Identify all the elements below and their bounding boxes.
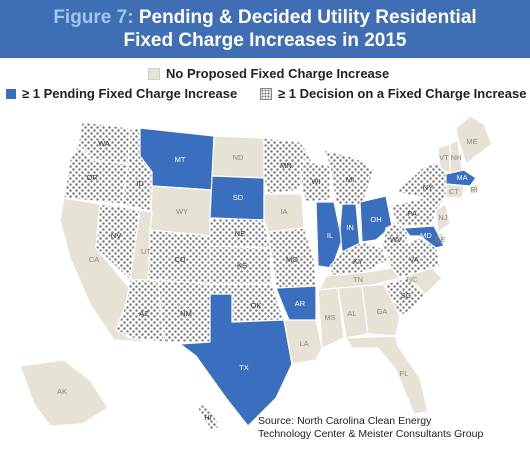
state-label-ny: NY <box>423 183 433 192</box>
state-label-mo: MO <box>286 255 298 264</box>
state-pa <box>389 197 437 227</box>
state-label-ma: MA <box>456 173 467 182</box>
figure-label: Figure 7: <box>53 7 134 28</box>
state-label-ut: UT <box>141 247 151 256</box>
legend-swatch-decision <box>260 87 272 100</box>
source-note: Source: North Carolina Clean Energy Tech… <box>258 415 483 441</box>
state-label-wa: WA <box>98 139 110 148</box>
state-label-id: ID <box>136 179 144 188</box>
state-label-ok: OK <box>251 301 262 310</box>
state-label-il: IL <box>327 231 333 240</box>
state-label-wi: WI <box>311 177 320 186</box>
state-ma <box>445 169 477 187</box>
state-label-pa: PA <box>407 209 416 218</box>
state-la <box>283 319 323 365</box>
state-fl <box>345 335 429 415</box>
state-label-in: IN <box>346 223 354 232</box>
source-line-1: Source: North Carolina Clean Energy <box>258 415 432 427</box>
state-label-me: ME <box>466 137 477 146</box>
state-label-tn: TN <box>353 275 363 284</box>
state-label-ia: IA <box>280 207 287 216</box>
state-label-va: VA <box>409 255 418 264</box>
figure-title-text: Pending & Decided Utility Residential <box>138 7 477 28</box>
state-label-wv: WV <box>390 235 402 244</box>
state-label-la: LA <box>299 339 308 348</box>
legend-label-none: No Proposed Fixed Charge Increase <box>166 66 390 81</box>
state-label-ct: CT <box>449 187 459 196</box>
figure-title-banner: Figure 7: Pending & Decided Utility Resi… <box>0 0 530 58</box>
state-label-ri: RI <box>470 185 478 194</box>
state-label-nh: NH <box>451 153 462 162</box>
legend-item-decision: ≥ 1 Decision on a Fixed Charge Increase <box>260 86 526 101</box>
state-label-nd: ND <box>233 153 244 162</box>
state-label-wy: WY <box>176 207 188 216</box>
legend-item-none: No Proposed Fixed Charge Increase <box>148 66 389 81</box>
state-il <box>315 201 343 269</box>
state-me <box>455 115 493 165</box>
state-label-oh: OH <box>370 215 381 224</box>
state-label-md: MD <box>420 231 432 240</box>
figure-title-line1: Figure 7: Pending & Decided Utility Resi… <box>0 6 530 29</box>
state-label-nc: NC <box>407 275 418 284</box>
state-label-az: AZ <box>139 309 149 318</box>
state-label-de: DE <box>435 235 445 244</box>
state-label-ak: AK <box>57 387 67 396</box>
legend-label-decision: ≥ 1 Decision on a Fixed Charge Increase <box>278 86 527 101</box>
state-hi <box>197 403 221 433</box>
state-oh <box>359 195 393 243</box>
state-label-nv: NV <box>111 231 121 240</box>
state-ms <box>317 287 345 349</box>
state-label-mi: MI <box>346 175 354 184</box>
state-nj <box>435 203 451 233</box>
state-label-ks: KS <box>237 261 247 270</box>
state-label-co: CO <box>174 255 185 264</box>
state-label-nm: NM <box>180 309 192 318</box>
state-label-sd: SD <box>233 193 244 202</box>
state-ct <box>445 183 465 199</box>
state-label-or: OR <box>86 173 98 182</box>
state-tx <box>179 293 293 427</box>
figure-title-line2: Fixed Charge Increases in 2015 <box>123 30 407 51</box>
state-ri <box>469 183 479 195</box>
state-label-vt: VT <box>439 153 449 162</box>
state-label-mn: MN <box>280 161 292 170</box>
legend-row-2: ≥ 1 Pending Fixed Charge Increase ≥ 1 De… <box>0 86 530 104</box>
state-label-tx: TX <box>239 363 249 372</box>
state-label-mt: MT <box>175 155 186 164</box>
legend-item-pending: ≥ 1 Pending Fixed Charge Increase <box>6 86 237 101</box>
legend-row-1: No Proposed Fixed Charge Increase <box>0 66 530 84</box>
state-label-fl: FL <box>400 369 409 378</box>
state-label-ne: NE <box>235 229 245 238</box>
state-md <box>403 225 445 249</box>
state-label-ar: AR <box>295 299 306 308</box>
state-label-ms: MS <box>324 313 335 322</box>
us-states-map: WA OR CA NV ID MT WY UT AZ CO NM ND SD NE KS OK TX MN IA MO… <box>19 115 493 433</box>
state-label-ga: GA <box>377 307 388 316</box>
state-label-ky: KY <box>353 257 363 266</box>
state-mn <box>263 137 313 195</box>
state-ak <box>19 359 109 427</box>
state-label-nj: NJ <box>438 213 447 222</box>
state-label-ca: CA <box>89 255 99 264</box>
legend-swatch-none <box>148 67 160 80</box>
source-line-2: Technology Center & Meister Consultants … <box>258 428 484 440</box>
state-wi <box>299 159 331 203</box>
legend-swatch-pending <box>6 88 16 99</box>
legend-label-pending: ≥ 1 Pending Fixed Charge Increase <box>22 86 238 101</box>
state-label-al: AL <box>347 309 356 318</box>
state-label-sc: SC <box>401 291 412 300</box>
state-label-hi: HI <box>204 413 212 422</box>
